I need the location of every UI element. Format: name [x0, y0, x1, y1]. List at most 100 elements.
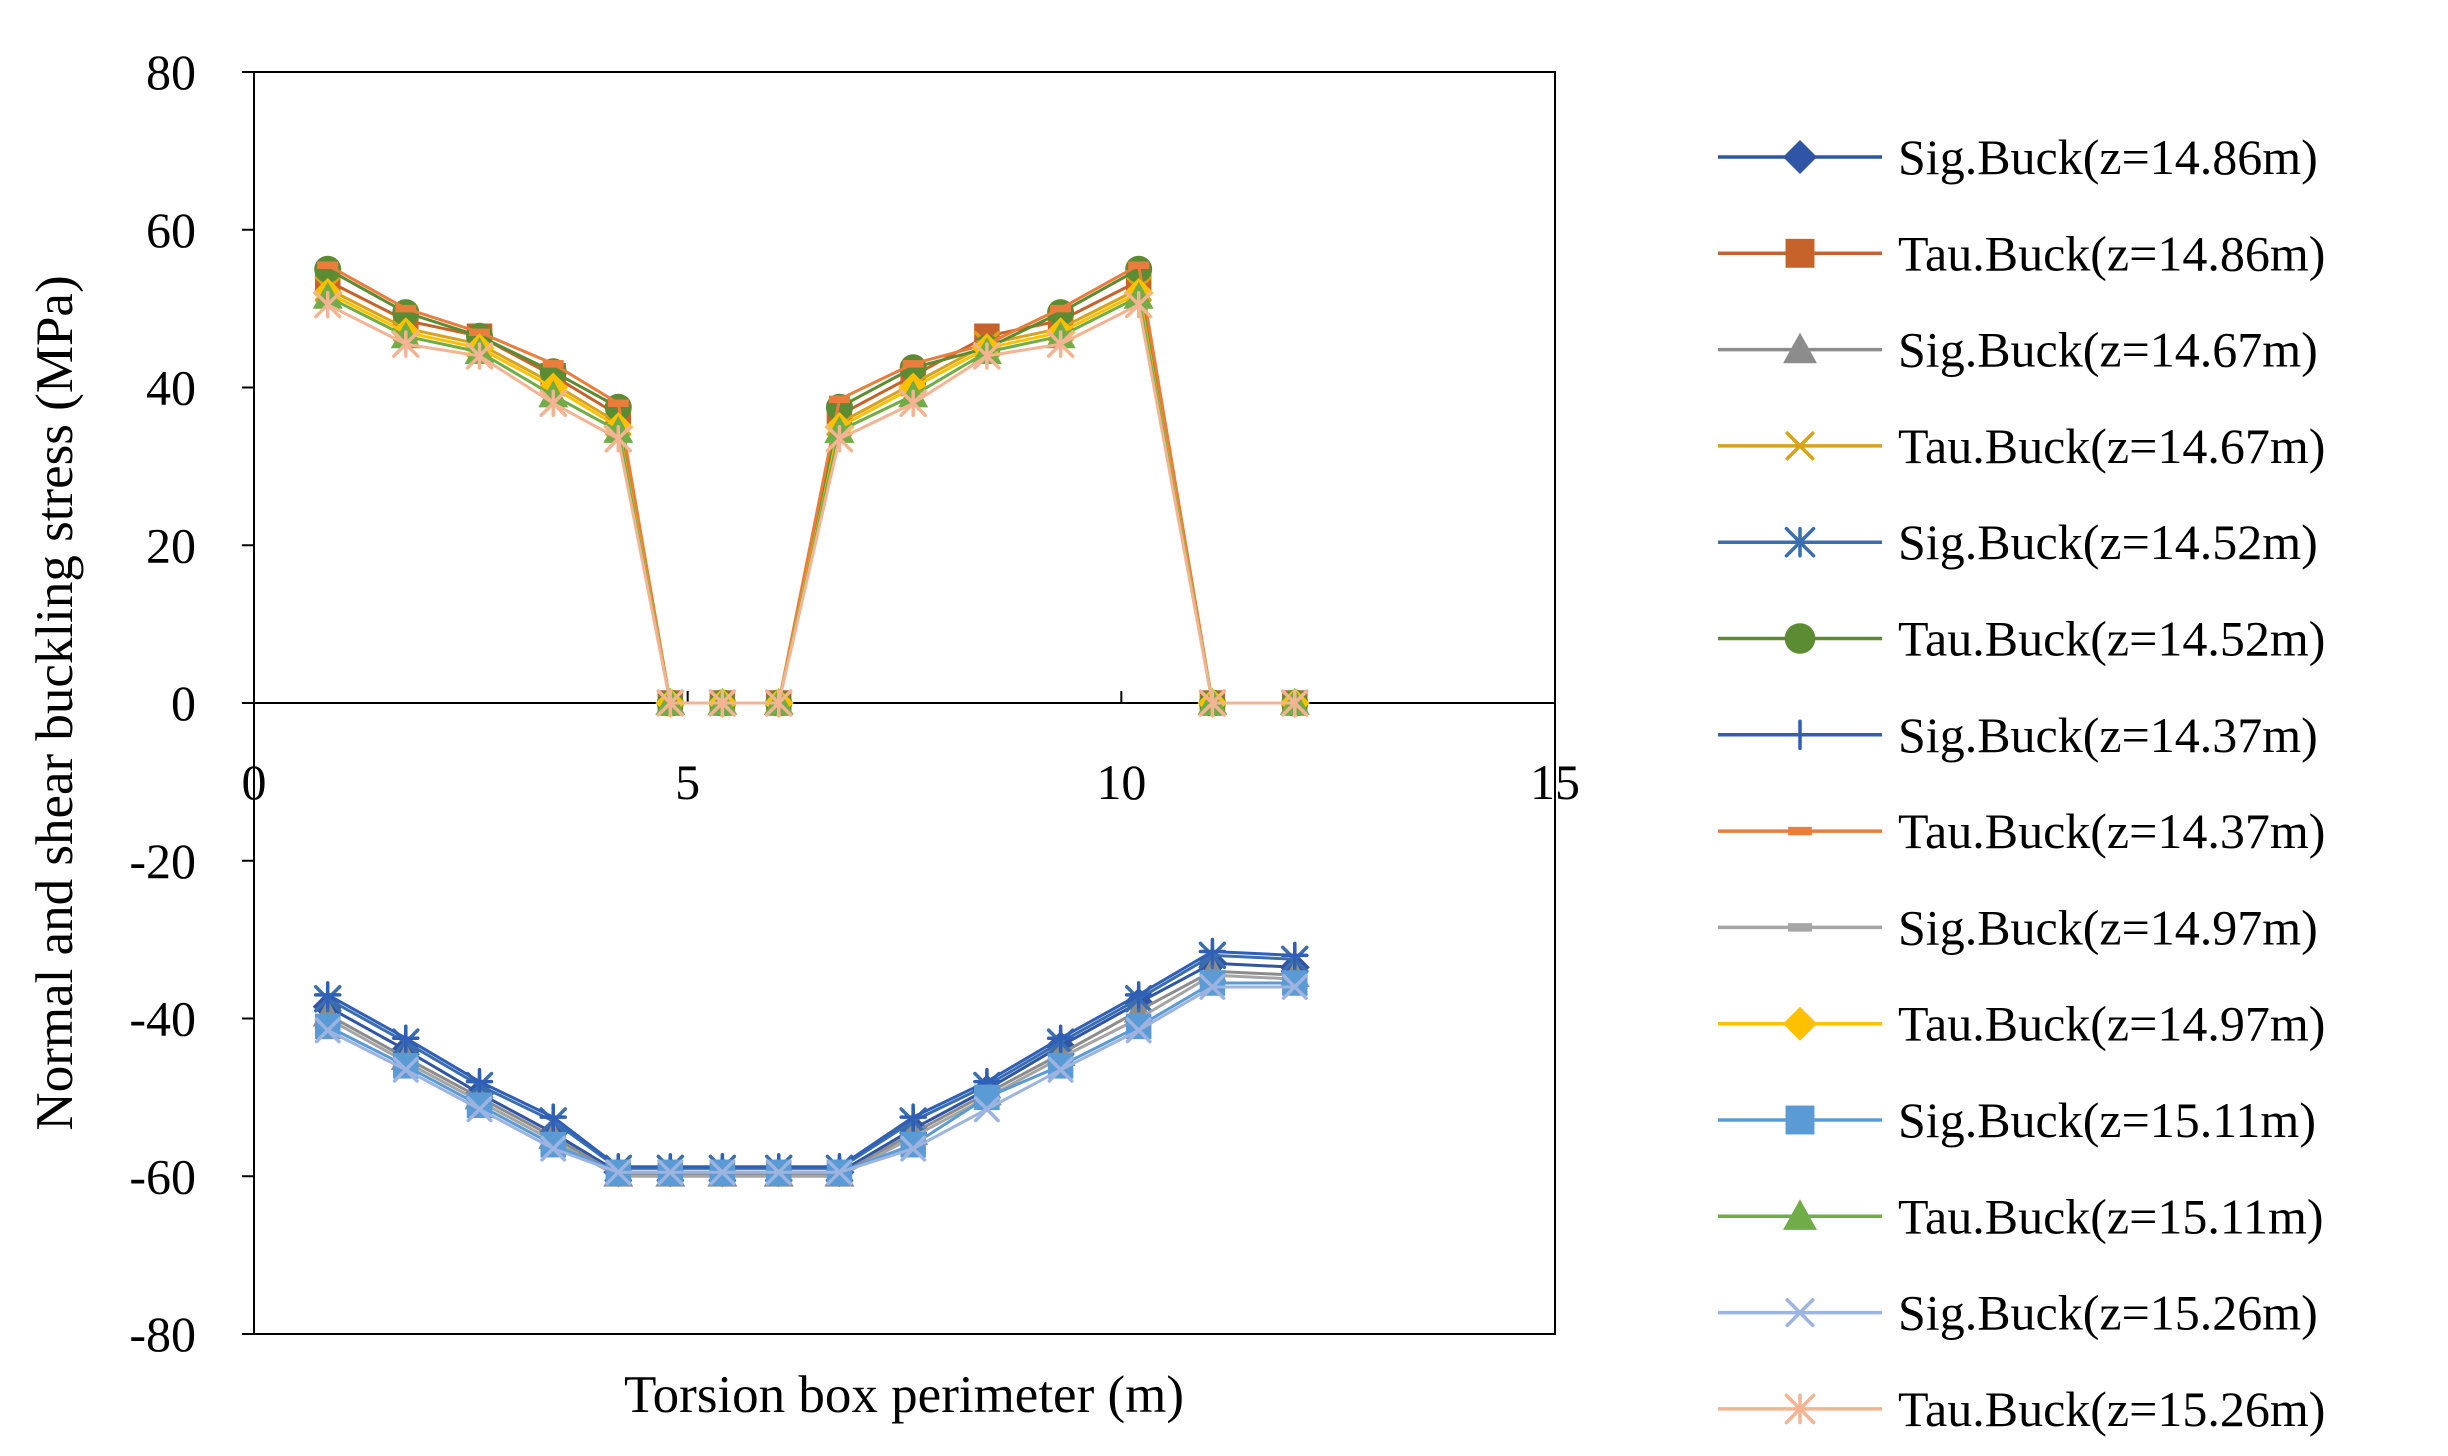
legend-label: Sig.Buck(z=14.67m)	[1898, 322, 2318, 378]
data-point	[1198, 937, 1227, 966]
legend-item: Tau.Buck(z=14.67m)	[1718, 418, 2325, 474]
data-point	[314, 1017, 341, 1044]
legend-item: Tau.Buck(z=14.37m)	[1718, 803, 2325, 859]
data-point	[709, 1159, 736, 1186]
data-point	[825, 425, 854, 453]
data-point	[657, 1159, 684, 1186]
data-point	[1784, 623, 1816, 654]
data-point	[828, 395, 850, 404]
data-point	[465, 342, 494, 370]
data-point	[900, 1135, 927, 1162]
data-point	[1125, 1017, 1152, 1044]
y-tick-label: 40	[146, 360, 196, 416]
data-point	[1199, 973, 1226, 1000]
data-point	[826, 1159, 853, 1186]
data-point	[465, 1067, 494, 1096]
data-point	[765, 1159, 792, 1186]
legend-item: Tau.Buck(z=14.97m)	[1718, 996, 2325, 1052]
series	[314, 973, 1308, 1186]
data-point	[1788, 923, 1812, 932]
data-point	[539, 389, 567, 418]
legend-label: Tau.Buck(z=14.37m)	[1898, 803, 2325, 859]
data-point	[708, 689, 737, 717]
y-tick-label: 20	[146, 517, 196, 573]
data-point	[1783, 332, 1817, 364]
data-point	[540, 1135, 567, 1162]
data-point	[656, 689, 685, 717]
data-point	[542, 360, 564, 368]
legend-label: Sig.Buck(z=15.11m)	[1898, 1092, 2316, 1148]
x-axis-title: Torsion box perimeter (m)	[624, 1366, 1184, 1424]
legend-item: Tau.Buck(z=15.11m)	[1718, 1188, 2324, 1244]
data-point	[1046, 330, 1075, 358]
legend-label: Sig.Buck(z=14.97m)	[1898, 899, 2318, 955]
data-point	[1046, 1024, 1075, 1052]
legend-item: Sig.Buck(z=14.97m)	[1718, 899, 2318, 955]
data-point	[1784, 526, 1816, 558]
legend-item: Tau.Buck(z=14.52m)	[1718, 611, 2325, 667]
legend-item: Tau.Buck(z=15.26m)	[1718, 1381, 2325, 1437]
data-point	[604, 425, 633, 453]
y-tick-label: 0	[171, 675, 196, 731]
data-point	[539, 1103, 567, 1131]
legend-label: Sig.Buck(z=14.37m)	[1898, 707, 2318, 763]
data-point	[607, 399, 629, 408]
legend-label: Tau.Buck(z=14.52m)	[1898, 611, 2325, 667]
data-point	[974, 1084, 1000, 1111]
data-point	[605, 1159, 632, 1186]
data-point	[392, 330, 420, 358]
data-point	[466, 1096, 493, 1123]
legend-item: Sig.Buck(z=14.86m)	[1718, 129, 2318, 185]
data-point	[973, 342, 1001, 370]
data-point	[1047, 1056, 1074, 1083]
legend-label: Tau.Buck(z=15.11m)	[1898, 1188, 2324, 1244]
legend-label: Tau.Buck(z=14.97m)	[1898, 996, 2325, 1052]
y-axis-title: Normal and shear buckling stress (MPa)	[26, 275, 84, 1130]
data-point	[1124, 290, 1153, 319]
x-tick-label: 0	[242, 754, 267, 810]
legend-item: Sig.Buck(z=15.26m)	[1718, 1285, 2318, 1341]
y-tick-label: 80	[146, 44, 196, 100]
data-point	[1281, 973, 1308, 1000]
legend-label: Sig.Buck(z=14.86m)	[1898, 129, 2318, 185]
series-layer	[312, 255, 1310, 1188]
x-tick-label: 5	[675, 754, 700, 810]
data-point	[1282, 970, 1308, 996]
data-point	[1788, 826, 1812, 836]
y-tick-label: -60	[129, 1148, 196, 1204]
data-point	[764, 689, 793, 717]
legend: Sig.Buck(z=14.86m) Tau.Buck(z=14.86m) Sig.…	[1718, 129, 2325, 1437]
x-tick-label: 10	[1096, 754, 1146, 810]
data-point	[1783, 1199, 1817, 1230]
data-point	[899, 389, 927, 418]
data-point	[1281, 941, 1309, 970]
data-point	[1785, 431, 1815, 461]
y-tick-label: -80	[129, 1306, 196, 1362]
data-point	[902, 360, 924, 368]
data-point	[1198, 689, 1227, 717]
data-point	[392, 1024, 420, 1052]
data-point	[1124, 981, 1153, 1009]
data-point	[1785, 1298, 1815, 1328]
data-point	[1784, 719, 1816, 751]
legend-item: Sig.Buck(z=14.67m)	[1718, 322, 2318, 378]
data-point	[313, 290, 342, 319]
legend-item: Sig.Buck(z=15.11m)	[1718, 1092, 2316, 1148]
legend-label: Tau.Buck(z=15.26m)	[1898, 1381, 2325, 1437]
legend-label: Tau.Buck(z=14.86m)	[1898, 225, 2325, 281]
legend-label: Sig.Buck(z=14.52m)	[1898, 514, 2318, 570]
data-point	[1050, 304, 1072, 313]
series	[313, 290, 1309, 717]
data-point	[1783, 140, 1817, 174]
y-tick-label: -40	[129, 991, 196, 1047]
legend-item: Tau.Buck(z=14.86m)	[1718, 225, 2325, 281]
data-point	[1281, 689, 1309, 717]
legend-label: Tau.Buck(z=14.67m)	[1898, 418, 2325, 474]
data-point	[1128, 261, 1150, 269]
y-tick-label: 60	[146, 202, 196, 258]
data-point	[1785, 238, 1815, 268]
legend-item: Sig.Buck(z=14.37m)	[1718, 707, 2318, 763]
data-point	[1785, 1105, 1815, 1135]
data-point	[899, 1103, 927, 1131]
